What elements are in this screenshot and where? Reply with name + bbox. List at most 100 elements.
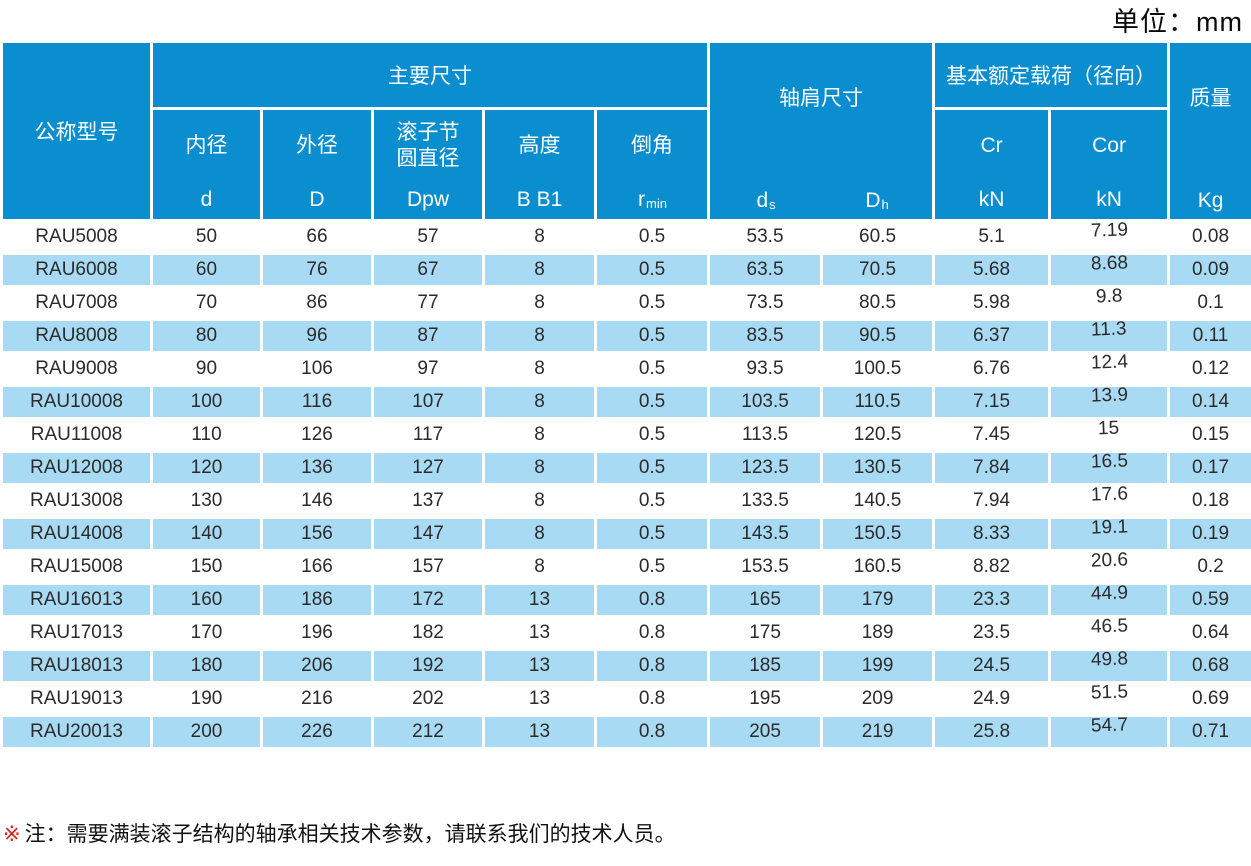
cell-load-cr: 5.1 (932, 219, 1052, 255)
cell-load-cr: 5.68 (932, 252, 1052, 288)
cell-dpw: 172 (371, 582, 485, 618)
cell-shoulder-ds: 113.5 (707, 417, 824, 453)
cell-mass: 0.14 (1167, 384, 1251, 420)
cell-dpw: 147 (371, 516, 485, 552)
table-row: RAU7008 70 86 77 8 0.5 73.5 80.5 5.98 9.8 0.1 (0, 285, 1251, 321)
cell-model: RAU11008 (0, 417, 153, 453)
cell-mass: 0.69 (1167, 681, 1251, 717)
cell-height-b: 13 (482, 648, 597, 684)
cell-mass: 0.15 (1167, 417, 1251, 453)
col-header-roller-pitch-diameter: 滚子节 圆直径 Dpw (371, 107, 485, 222)
cell-dpw: 182 (371, 615, 485, 651)
cell-height-b: 8 (482, 219, 597, 255)
cell-dpw: 117 (371, 417, 485, 453)
cell-load-cor: 51.5 (1048, 681, 1171, 717)
cell-chamfer-r: 0.5 (593, 549, 711, 585)
cell-load-cor: 20.6 (1048, 549, 1171, 585)
cell-mass: 0.71 (1167, 714, 1251, 750)
cell-bore-d: 80 (150, 318, 263, 354)
table-row: RAU11008 110 126 117 8 0.5 113.5 120.5 7.45 15 0.1… (0, 417, 1251, 453)
cell-bore-d: 100 (150, 384, 263, 420)
cell-mass: 0.19 (1167, 516, 1251, 552)
cell-outer-D: 126 (260, 417, 374, 453)
cell-load-cor: 17.6 (1048, 483, 1171, 519)
cell-load-cr: 7.15 (932, 384, 1052, 420)
cell-chamfer-r: 0.5 (593, 483, 711, 519)
cell-mass: 0.17 (1167, 450, 1251, 486)
cell-chamfer-r: 0.5 (593, 417, 711, 453)
cell-bore-d: 160 (150, 582, 263, 618)
cell-model: RAU14008 (0, 516, 153, 552)
cell-model: RAU7008 (0, 285, 153, 321)
cell-height-b: 8 (482, 252, 597, 288)
table-row: RAU17013 170 196 182 13 0.8 175 189 23.5 46.5 0.64 (0, 615, 1251, 651)
cell-chamfer-r: 0.8 (593, 582, 711, 618)
cell-load-cr: 6.76 (932, 351, 1052, 387)
cell-mass: 0.18 (1167, 483, 1251, 519)
cell-bore-d: 150 (150, 549, 263, 585)
cell-model: RAU18013 (0, 648, 153, 684)
cell-load-cor: 8.68 (1048, 252, 1171, 288)
cell-shoulder-dh: 219 (820, 714, 936, 750)
cell-dpw: 77 (371, 285, 485, 321)
cell-outer-D: 116 (260, 384, 374, 420)
cell-model: RAU5008 (0, 219, 153, 255)
col-group-load-rating: 基本额定载荷（径向） (932, 39, 1171, 111)
cell-mass: 0.09 (1167, 252, 1251, 288)
cell-bore-d: 180 (150, 648, 263, 684)
cell-shoulder-ds: 93.5 (707, 351, 824, 387)
cell-model: RAU10008 (0, 384, 153, 420)
cell-dpw: 97 (371, 351, 485, 387)
cell-shoulder-ds: 195 (707, 681, 824, 717)
cell-chamfer-r: 0.5 (593, 450, 711, 486)
cell-shoulder-ds: 205 (707, 714, 824, 750)
cell-shoulder-ds: 73.5 (707, 285, 824, 321)
cell-outer-D: 66 (260, 219, 374, 255)
cell-load-cr: 24.9 (932, 681, 1052, 717)
cell-height-b: 8 (482, 516, 597, 552)
cell-shoulder-ds: 63.5 (707, 252, 824, 288)
cell-outer-D: 76 (260, 252, 374, 288)
cell-model: RAU20013 (0, 714, 153, 750)
cell-outer-D: 196 (260, 615, 374, 651)
footnote-text: 注：需要满装滚子结构的轴承相关技术参数，请联系我们的技术人员。 (24, 823, 676, 846)
cell-shoulder-dh: 120.5 (820, 417, 936, 453)
cell-load-cor: 11.3 (1048, 318, 1171, 354)
cell-dpw: 157 (371, 549, 485, 585)
cell-load-cr: 8.33 (932, 516, 1052, 552)
cell-load-cor: 54.7 (1048, 714, 1171, 750)
cell-load-cr: 7.45 (932, 417, 1052, 453)
cell-height-b: 13 (482, 615, 597, 651)
cell-shoulder-dh: 100.5 (820, 351, 936, 387)
cell-model: RAU8008 (0, 318, 153, 354)
cell-height-b: 8 (482, 351, 597, 387)
footnote: ※ 注：需要满装滚子结构的轴承相关技术参数，请联系我们的技术人员。 (3, 818, 676, 848)
cell-bore-d: 110 (150, 417, 263, 453)
cell-load-cr: 5.98 (932, 285, 1052, 321)
cell-shoulder-dh: 70.5 (820, 252, 936, 288)
cell-shoulder-ds: 133.5 (707, 483, 824, 519)
col-header-height: 高度 B B1 (482, 107, 597, 222)
cell-load-cor: 13.9 (1048, 384, 1171, 420)
cell-model: RAU9008 (0, 351, 153, 387)
col-header-mass: 质量 Kg (1167, 40, 1251, 222)
mass-unit-label: Kg (1197, 188, 1224, 212)
cell-shoulder-dh: 179 (820, 582, 936, 618)
cell-shoulder-dh: 189 (820, 615, 936, 651)
footnote-mark: ※ (3, 823, 21, 846)
cell-shoulder-dh: 80.5 (820, 285, 936, 321)
cell-dpw: 67 (371, 252, 485, 288)
cell-load-cor: 12.4 (1048, 351, 1171, 387)
cell-load-cor: 44.9 (1048, 582, 1171, 618)
cell-bore-d: 170 (150, 615, 263, 651)
cell-bore-d: 200 (150, 714, 263, 750)
cell-bore-d: 130 (150, 483, 263, 519)
cell-bore-d: 70 (150, 285, 263, 321)
cell-chamfer-r: 0.8 (593, 681, 711, 717)
cell-mass: 0.12 (1167, 351, 1251, 387)
cell-chamfer-r: 0.5 (593, 219, 711, 255)
